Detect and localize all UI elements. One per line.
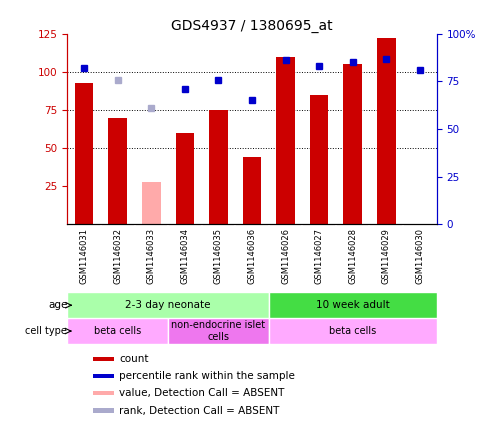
Text: value, Detection Call = ABSENT: value, Detection Call = ABSENT bbox=[119, 388, 284, 398]
Bar bbox=[108, 118, 127, 224]
Bar bbox=[343, 64, 362, 224]
Bar bbox=[276, 57, 295, 224]
Text: rank, Detection Call = ABSENT: rank, Detection Call = ABSENT bbox=[119, 406, 279, 415]
Text: GSM1146030: GSM1146030 bbox=[415, 228, 424, 284]
Bar bbox=[67, 318, 168, 344]
Bar bbox=[168, 318, 269, 344]
Text: GSM1146026: GSM1146026 bbox=[281, 228, 290, 284]
Text: GSM1146027: GSM1146027 bbox=[315, 228, 324, 284]
Text: non-endocrine islet
cells: non-endocrine islet cells bbox=[171, 320, 265, 342]
Bar bbox=[142, 181, 161, 224]
Title: GDS4937 / 1380695_at: GDS4937 / 1380695_at bbox=[171, 19, 333, 33]
Bar bbox=[75, 82, 93, 224]
Text: percentile rank within the sample: percentile rank within the sample bbox=[119, 371, 295, 381]
Bar bbox=[67, 292, 269, 318]
Text: cell type: cell type bbox=[25, 326, 67, 336]
Text: beta cells: beta cells bbox=[329, 326, 376, 336]
Text: beta cells: beta cells bbox=[94, 326, 141, 336]
Text: GSM1146034: GSM1146034 bbox=[180, 228, 189, 284]
Bar bbox=[209, 110, 228, 224]
Text: GSM1146029: GSM1146029 bbox=[382, 228, 391, 283]
Bar bbox=[269, 292, 437, 318]
Bar bbox=[93, 357, 114, 361]
Text: 2-3 day neonate: 2-3 day neonate bbox=[125, 300, 211, 310]
Bar bbox=[243, 157, 261, 224]
Bar bbox=[93, 391, 114, 396]
Text: GSM1146032: GSM1146032 bbox=[113, 228, 122, 284]
Text: GSM1146036: GSM1146036 bbox=[248, 228, 256, 284]
Bar bbox=[93, 374, 114, 378]
Text: 10 week adult: 10 week adult bbox=[316, 300, 390, 310]
Text: count: count bbox=[119, 354, 149, 364]
Text: GSM1146033: GSM1146033 bbox=[147, 228, 156, 284]
Bar bbox=[176, 133, 194, 224]
Bar bbox=[310, 95, 328, 224]
Text: GSM1146031: GSM1146031 bbox=[80, 228, 89, 284]
Bar bbox=[93, 409, 114, 412]
Bar bbox=[269, 318, 437, 344]
Text: GSM1146035: GSM1146035 bbox=[214, 228, 223, 284]
Bar bbox=[377, 38, 396, 224]
Text: GSM1146028: GSM1146028 bbox=[348, 228, 357, 284]
Text: age: age bbox=[48, 300, 67, 310]
